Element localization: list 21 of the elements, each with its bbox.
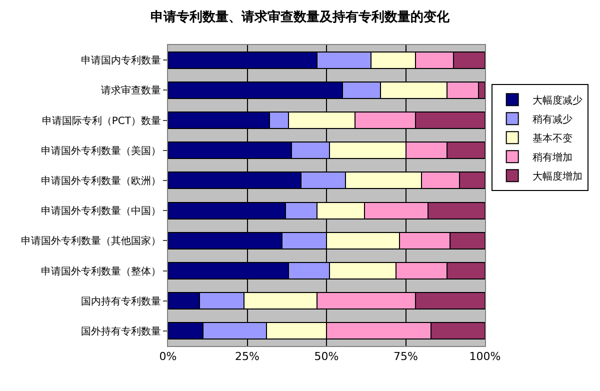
- x-tick-label: 0%: [159, 350, 177, 364]
- legend-label: 大幅度减少: [532, 94, 582, 107]
- x-tick-label: 50%: [314, 350, 339, 364]
- y-tick-label: 国内持有专利数量: [81, 295, 161, 308]
- x-tick-label: 25%: [235, 350, 260, 364]
- y-tick-label: 申请国外专利数量（整体）: [41, 265, 161, 278]
- x-tick-label: 100%: [469, 350, 501, 364]
- legend-label: 稍有减少: [532, 114, 572, 126]
- x-tick-label: 75%: [394, 350, 418, 364]
- y-tick-label: 申请国际专利（PCT）数量: [42, 114, 161, 127]
- legend-label: 基本不变: [532, 132, 572, 145]
- y-tick-label: 申请国外专利数量（欧洲）: [41, 174, 161, 187]
- y-tick-label: 国外持有专利数量: [81, 325, 161, 338]
- chart-title: 申请专利数量、请求审查数量及持有专利数量的变化: [150, 8, 450, 25]
- y-tick-label: 申请国外专利数量（美国）: [41, 144, 161, 157]
- legend-label: 稍有增加: [532, 152, 572, 164]
- y-tick-label: 申请国外专利数量（中国）: [41, 205, 161, 218]
- y-tick-label: 申请国外专利数量（其他国家）: [21, 235, 161, 248]
- legend-label: 大幅度增加: [532, 170, 582, 183]
- y-tick-label: 请求审查数量: [101, 84, 161, 97]
- y-tick-label: 申请国内专利数量: [81, 54, 161, 67]
